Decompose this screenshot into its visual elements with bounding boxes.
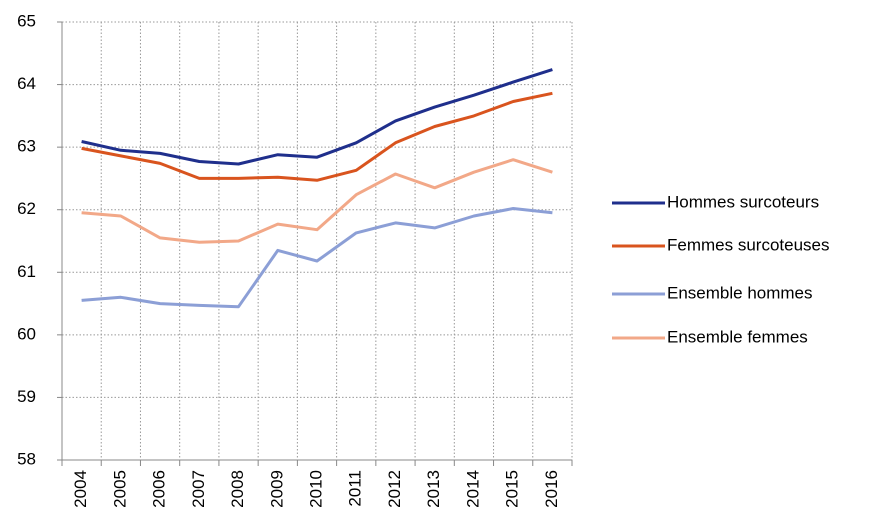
series-line — [81, 158, 553, 244]
x-tick-label: 2007 — [189, 470, 208, 508]
series-line — [81, 207, 553, 309]
x-tick-label: 2011 — [346, 470, 365, 507]
series-line — [81, 91, 553, 182]
series-line — [81, 68, 553, 166]
x-tick-label: 2006 — [150, 470, 169, 508]
x-tick-label: 2016 — [542, 470, 561, 508]
legend-label: Femmes surcoteuses — [667, 235, 830, 254]
x-tick-label: 2004 — [71, 470, 90, 508]
x-tick-label: 2012 — [385, 470, 404, 508]
y-tick-label: 62 — [17, 199, 36, 218]
x-tick-label: 2005 — [110, 470, 129, 508]
legend-label: Ensemble hommes — [667, 283, 813, 302]
x-tick-label: 2013 — [424, 470, 443, 508]
x-tick-label: 2014 — [463, 470, 482, 508]
y-tick-label: 60 — [17, 324, 36, 343]
y-tick-label: 63 — [17, 137, 36, 156]
legend-label: Hommes surcoteurs — [667, 192, 819, 211]
y-tick-label: 65 — [17, 11, 36, 30]
x-tick-label: 2009 — [267, 470, 286, 508]
legend-label: Ensemble femmes — [667, 327, 808, 346]
x-tick-label: 2010 — [306, 470, 325, 508]
y-tick-label: 61 — [17, 262, 36, 281]
y-tick-label: 58 — [17, 449, 36, 468]
x-tick-label: 2015 — [503, 470, 522, 508]
y-tick-label: 64 — [17, 74, 36, 93]
y-tick-label: 59 — [17, 387, 36, 406]
x-tick-label: 2008 — [228, 470, 247, 508]
